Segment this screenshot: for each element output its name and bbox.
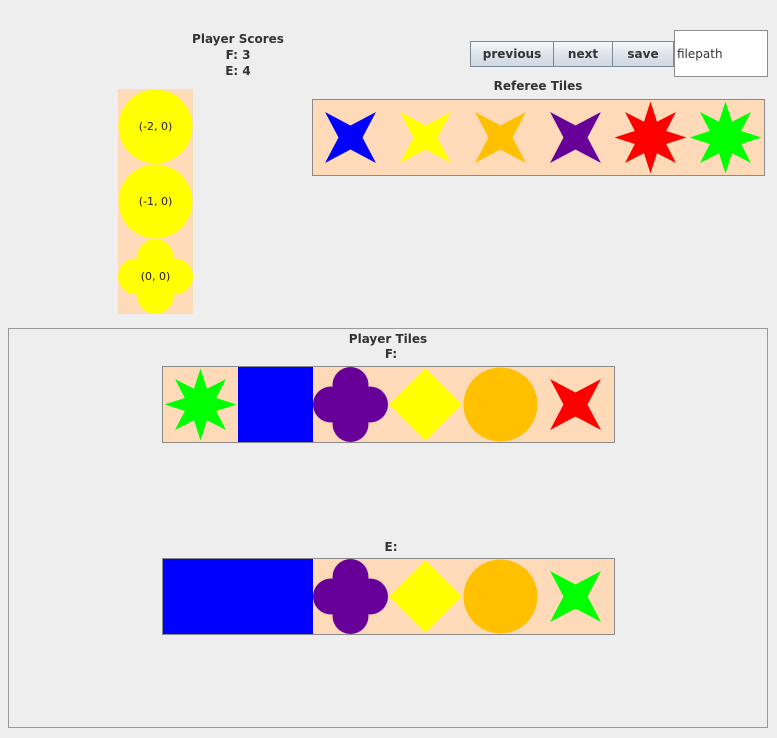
player-tiles-title: Player Tiles — [348, 332, 428, 346]
player-e-tiles-strip — [162, 558, 615, 635]
next-button[interactable]: next — [554, 41, 613, 67]
player-scores-title: Player Scores — [192, 32, 284, 46]
score-line-e: E: 4 — [225, 64, 251, 78]
player-e-tile-square-icon — [238, 559, 313, 634]
board-tile-coordinate: (0, 0) — [140, 270, 171, 283]
player-f-tiles-strip — [162, 366, 615, 443]
filepath-input[interactable] — [674, 30, 768, 77]
board-tile: (-1, 0) — [118, 164, 193, 239]
referee-tile-star-icon — [463, 100, 538, 175]
board-tile: (-2, 0) — [118, 89, 193, 164]
clover-tile-icon — [118, 239, 193, 314]
previous-button[interactable]: previous — [470, 41, 554, 67]
referee-tile-star-icon — [388, 100, 463, 175]
referee-tile-star-icon — [313, 100, 388, 175]
referee-tile-star-icon — [538, 100, 613, 175]
player-e-tile-clover-icon — [313, 559, 388, 634]
board-tile-coordinate: (-1, 0) — [138, 195, 173, 208]
player-scores: Player Scores F: 3 E: 4 — [190, 31, 286, 79]
referee-tile-8star-icon — [613, 100, 688, 175]
score-line-f: F: 3 — [225, 48, 251, 62]
player-e-tile-square-icon — [163, 559, 238, 634]
referee-tile-8star-icon — [688, 100, 763, 175]
player-f-label: F: — [384, 347, 398, 361]
player-f-tile-diamond-icon — [388, 367, 463, 442]
circle-tile-icon — [118, 164, 193, 239]
circle-tile-icon — [118, 89, 193, 164]
player-f-tile-clover-icon — [313, 367, 388, 442]
board-tile-coordinate: (-2, 0) — [138, 120, 173, 133]
player-e-tile-circle-icon — [463, 559, 538, 634]
player-e-tile-diamond-icon — [388, 559, 463, 634]
player-f-tile-8star-icon — [163, 367, 238, 442]
board-tile: (0, 0) — [118, 239, 193, 314]
game-board: (-2, 0) (-1, 0) (0, 0) — [118, 89, 193, 314]
player-f-tile-star-icon — [538, 367, 613, 442]
toolbar: previous next save — [470, 41, 674, 67]
referee-tiles-title: Referee Tiles — [493, 79, 583, 93]
save-button[interactable]: save — [613, 41, 674, 67]
player-tiles-panel: Player Tiles F: E: — [8, 328, 768, 728]
player-e-tile-star-icon — [538, 559, 613, 634]
player-f-tile-square-icon — [238, 367, 313, 442]
referee-tiles-strip — [312, 99, 765, 176]
player-e-label: E: — [384, 540, 398, 554]
player-f-tile-circle-icon — [463, 367, 538, 442]
